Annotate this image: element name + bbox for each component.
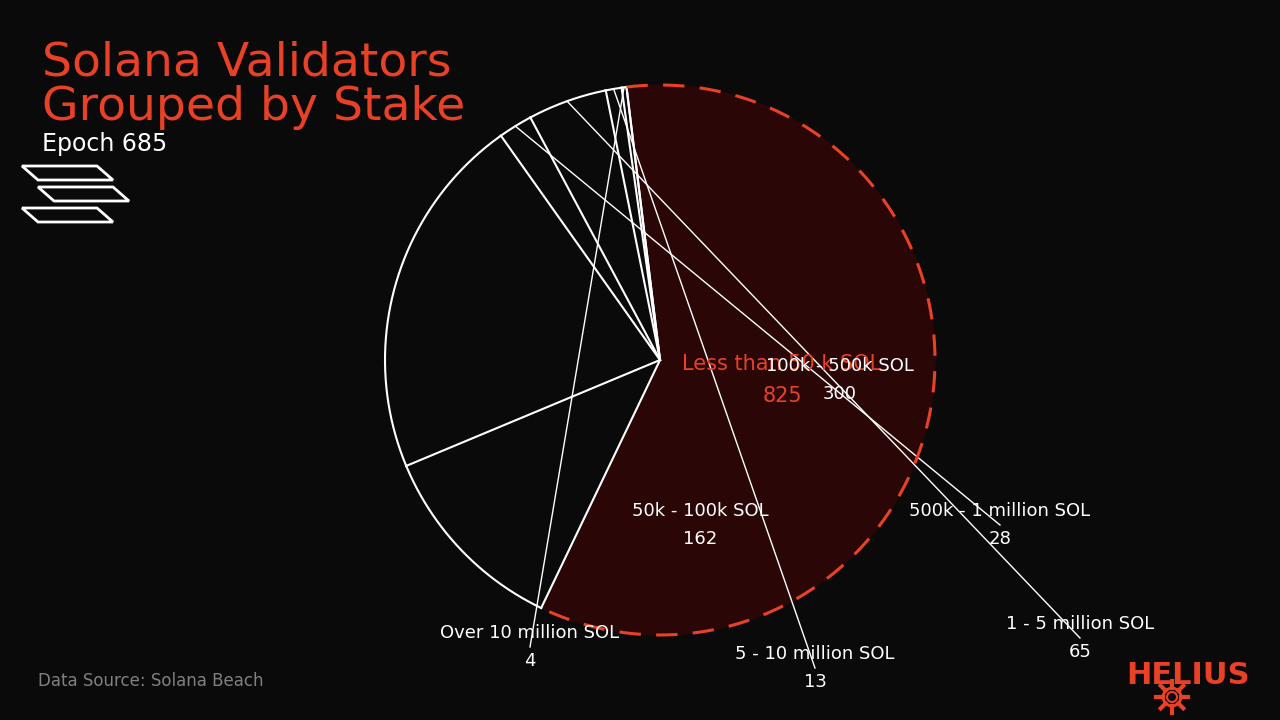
Text: 100k - 500k SOL
300: 100k - 500k SOL 300	[765, 357, 914, 403]
Polygon shape	[385, 135, 660, 466]
Polygon shape	[605, 88, 660, 360]
Text: Epoch 685: Epoch 685	[42, 132, 168, 156]
Polygon shape	[530, 91, 660, 360]
Text: Solana Validators: Solana Validators	[42, 40, 452, 85]
Text: 1 - 5 million SOL
65: 1 - 5 million SOL 65	[1006, 615, 1155, 661]
Text: Over 10 million SOL
4: Over 10 million SOL 4	[440, 624, 620, 670]
Text: HELIUS: HELIUS	[1126, 661, 1251, 690]
Polygon shape	[622, 87, 660, 360]
Text: Data Source: Solana Beach: Data Source: Solana Beach	[38, 672, 264, 690]
Text: 5 - 10 million SOL
13: 5 - 10 million SOL 13	[735, 645, 895, 691]
Text: 50k - 100k SOL
162: 50k - 100k SOL 162	[632, 502, 768, 548]
Text: Less than 50 k SOL
825: Less than 50 k SOL 825	[682, 354, 882, 405]
Text: Grouped by Stake: Grouped by Stake	[42, 85, 465, 130]
Text: 500k - 1 million SOL
28: 500k - 1 million SOL 28	[909, 502, 1091, 548]
Polygon shape	[406, 360, 660, 608]
Polygon shape	[500, 117, 660, 360]
Polygon shape	[541, 85, 934, 635]
